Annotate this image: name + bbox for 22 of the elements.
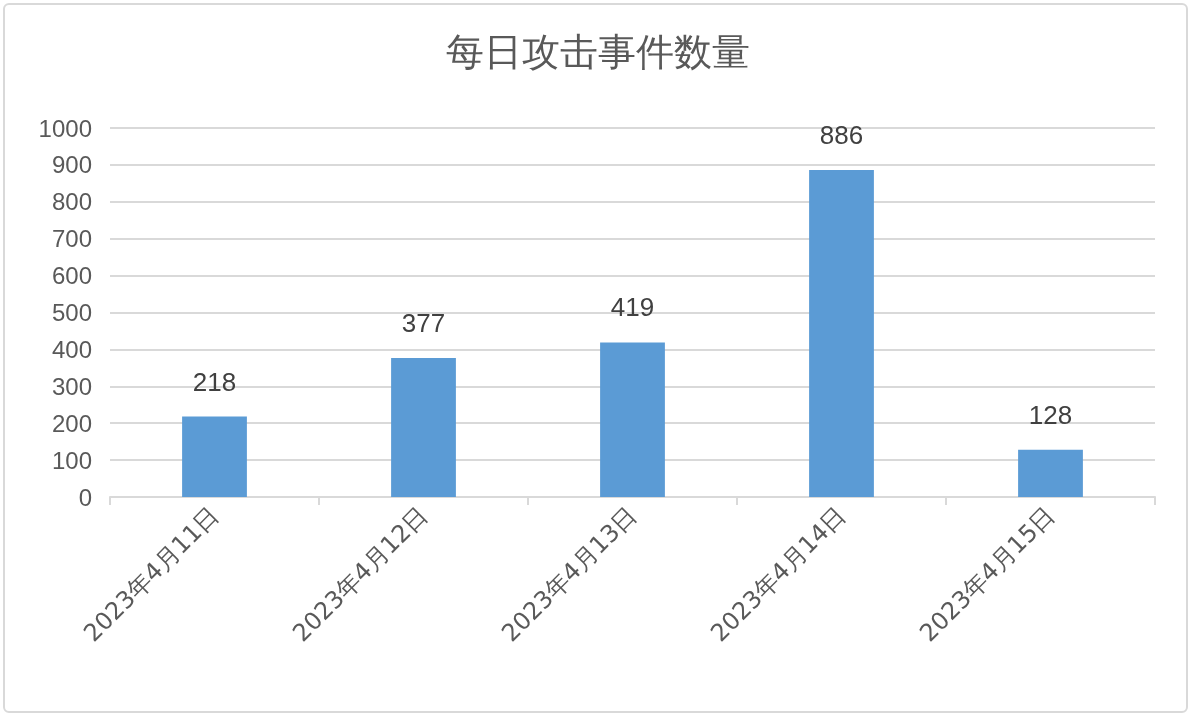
y-tick-label: 0 [78,483,92,511]
chart-title: 每日攻击事件数量 [445,30,750,74]
bar [809,170,874,497]
y-tick-label: 900 [51,151,92,179]
y-tick-label: 800 [51,188,92,216]
data-label: 419 [610,292,655,323]
y-tick-label: 1000 [38,114,92,142]
bar [600,342,665,497]
data-label: 128 [1028,399,1073,430]
y-tick-label: 100 [51,446,92,474]
data-label: 377 [401,307,446,338]
y-tick-label: 200 [51,409,92,437]
y-tick-label: 300 [51,372,92,400]
data-label: 218 [192,366,237,397]
y-tick-label: 400 [51,335,92,363]
bar [391,357,456,497]
y-tick-label: 500 [51,299,92,326]
data-label: 886 [819,120,864,151]
bar [1018,449,1083,497]
y-tick-label: 700 [51,225,92,253]
y-tick-label: 600 [51,262,92,290]
bar [182,416,247,497]
